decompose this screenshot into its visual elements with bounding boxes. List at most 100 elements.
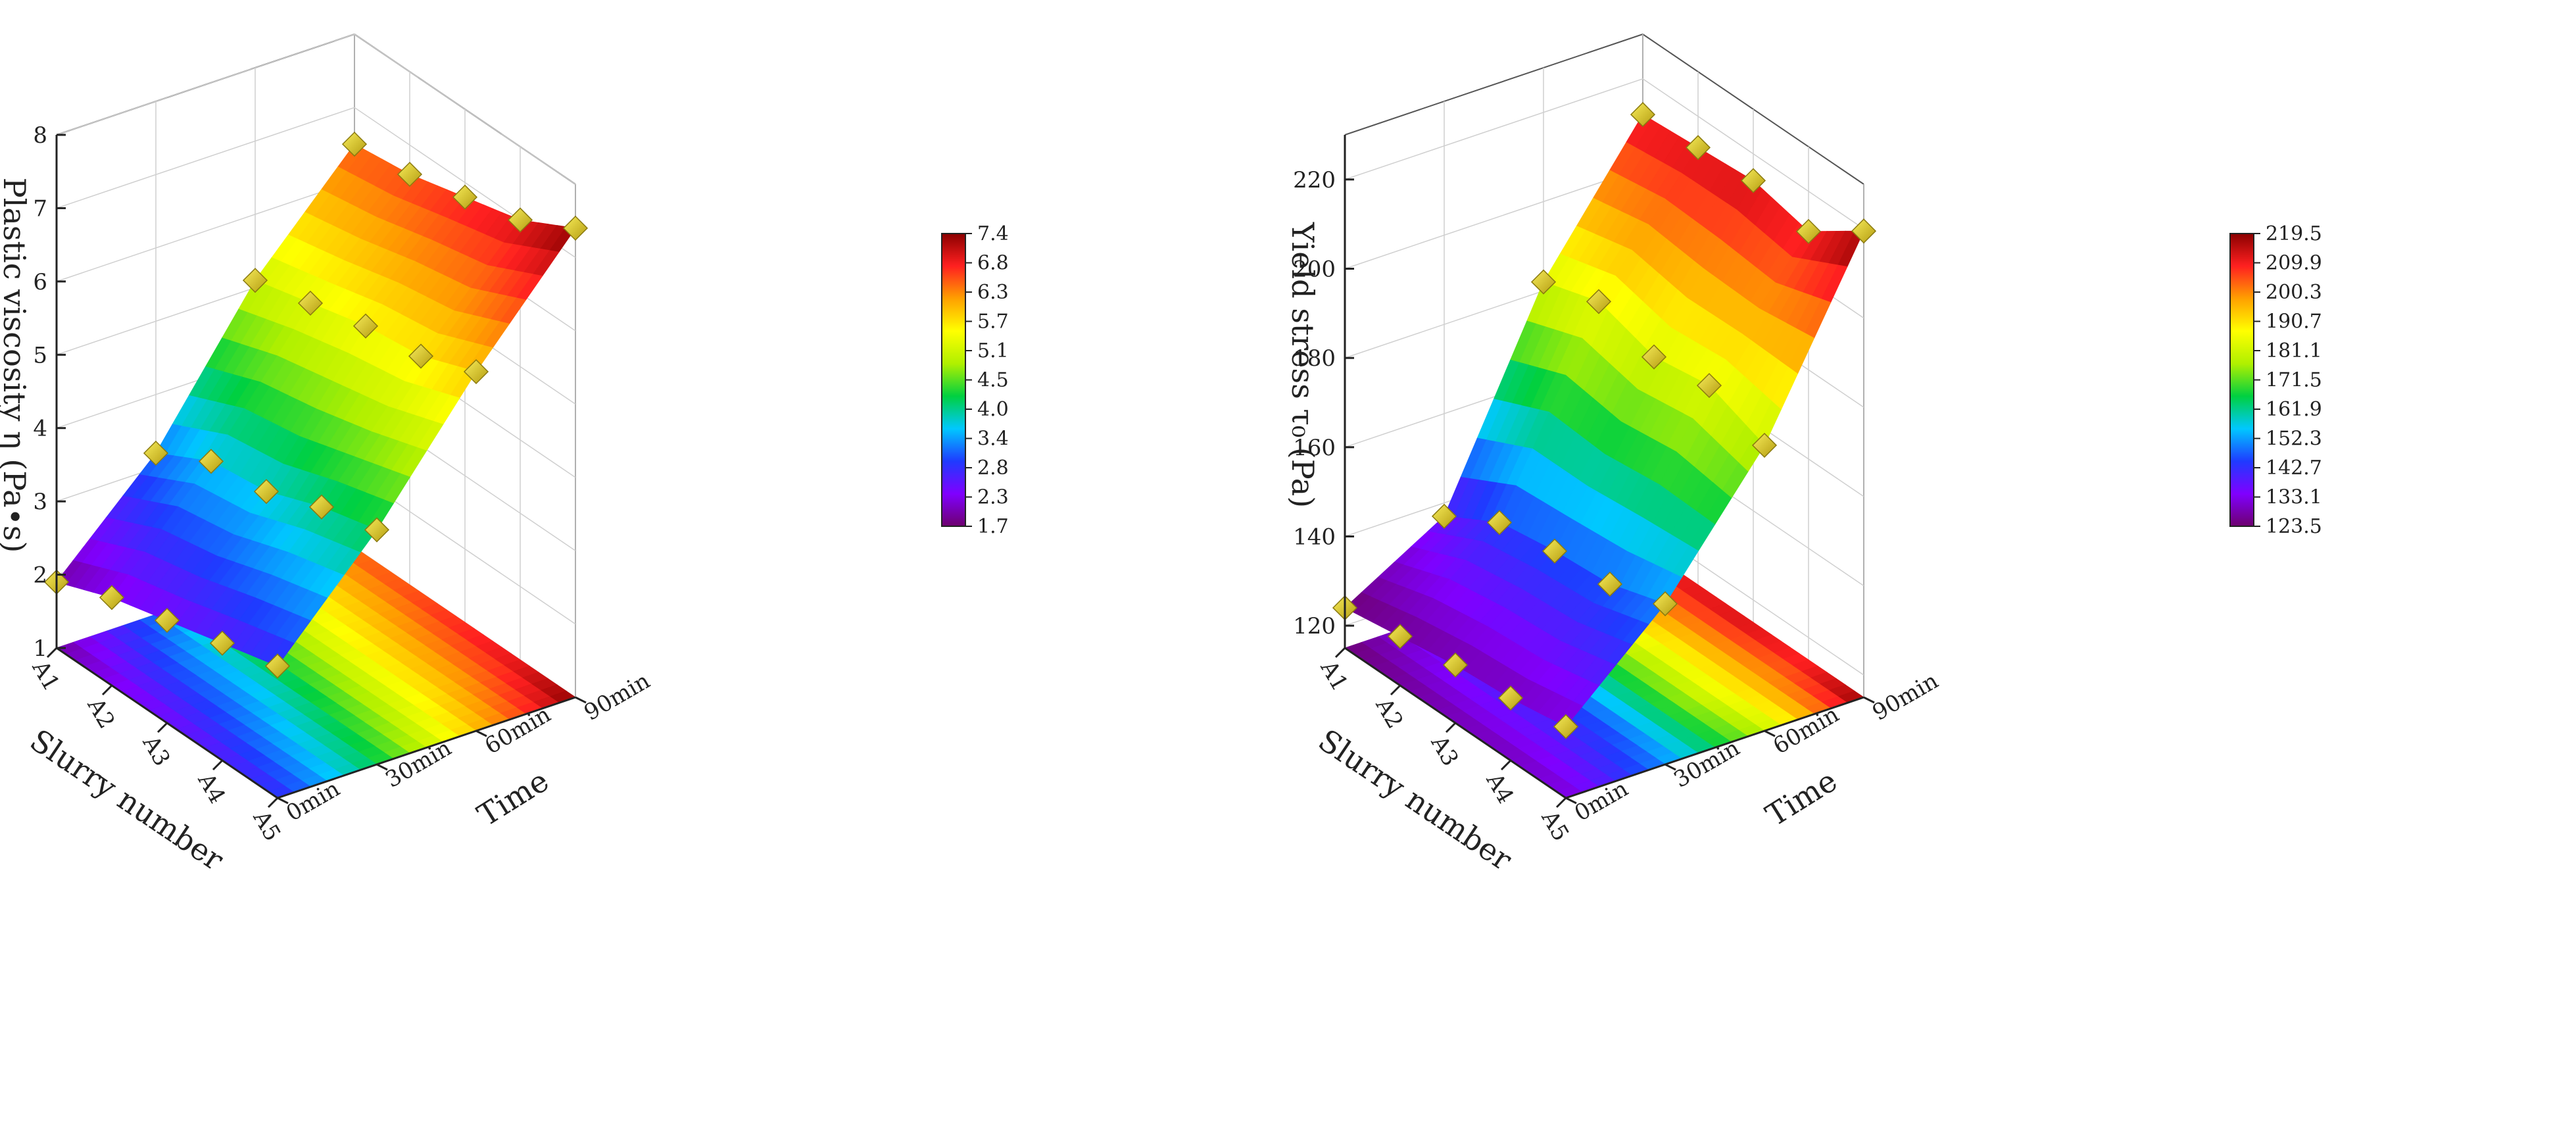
data-point <box>507 207 533 233</box>
colorbar-tick-label: 2.3 <box>977 486 1009 509</box>
y-tick-mark <box>277 797 289 805</box>
data-point <box>1740 168 1766 193</box>
colorbar-tick-label: 1.7 <box>977 515 1009 538</box>
colorbar-tick-label: 161.9 <box>2266 398 2322 421</box>
x-tick-mark <box>46 647 58 659</box>
y-axis-title: Time <box>471 762 554 833</box>
data-markers <box>43 132 589 679</box>
y-tick-label: 90min <box>1868 668 1943 726</box>
colorbar-tick-label: 7.4 <box>977 222 1009 245</box>
data-point <box>1851 218 1877 244</box>
x-tick-label: A5 <box>247 806 285 846</box>
z-tick-label: 120 <box>1293 613 1336 639</box>
data-point <box>253 479 279 505</box>
z-tick-label: 6 <box>33 269 47 295</box>
colorbar-tick-label: 142.7 <box>2266 457 2322 480</box>
z-tick-label: 3 <box>33 489 47 515</box>
data-point <box>1486 510 1513 535</box>
box-edge <box>1344 34 1643 136</box>
colorbar-tick-label: 123.5 <box>2266 515 2322 538</box>
data-point <box>154 607 180 634</box>
z-tick-label: 140 <box>1293 524 1336 550</box>
x-tick-label: A3 <box>137 731 175 771</box>
colorbar-tick-label: 4.0 <box>977 398 1009 421</box>
data-point <box>1751 432 1778 458</box>
data-point <box>452 184 478 210</box>
data-point <box>341 132 368 157</box>
data-point <box>143 440 169 466</box>
colorbar-tick-label: 5.1 <box>977 339 1009 362</box>
y-tick-mark <box>475 730 487 737</box>
yield-stress-chart-panel: 120 140 160 180 200 220 A1 A2 A3 A4 A5 0min 30min 60m… <box>1288 0 2576 1144</box>
yield-stress-chart: 120140160180200220A1A2A3A4A50min30min60m… <box>1288 34 2322 878</box>
y-tick-mark <box>575 696 587 704</box>
x-tick-label: A1 <box>26 656 64 696</box>
surface <box>1344 114 1864 728</box>
colorbar-tick-label: 6.3 <box>977 281 1009 304</box>
surface <box>56 143 576 667</box>
x-tick-mark <box>212 759 224 771</box>
x-tick-mark <box>1334 647 1346 659</box>
data-point <box>308 494 335 520</box>
z-tick-label: 220 <box>1293 167 1336 193</box>
y-tick-mark <box>1863 696 1875 704</box>
data-point <box>1387 624 1413 649</box>
data-point <box>397 161 423 187</box>
data-point <box>297 290 324 316</box>
colorbar-tick-label: 3.4 <box>977 428 1009 451</box>
data-point <box>463 359 489 385</box>
z-tick-label: 2 <box>33 562 47 589</box>
colorbar-tick-label: 200.3 <box>2266 281 2322 304</box>
y-tick-mark <box>1764 730 1776 737</box>
data-point <box>408 343 434 369</box>
data-point <box>1630 102 1656 128</box>
y-tick-label: 90min <box>580 668 655 726</box>
y-tick-mark <box>1665 763 1676 771</box>
z-tick-label: 160 <box>1293 435 1336 461</box>
x-tick-label: A2 <box>82 693 120 734</box>
colorbar-tick-label: 152.3 <box>2266 428 2322 451</box>
z-tick-label: 4 <box>33 416 47 442</box>
colorbar-tick-label: 2.8 <box>977 457 1009 480</box>
y-axis-title: Time <box>1759 762 1843 833</box>
y-tick-mark <box>1565 797 1577 805</box>
colorbar-tick-label: 190.7 <box>2266 311 2322 334</box>
data-point <box>364 517 390 543</box>
data-point <box>1696 372 1722 399</box>
x-tick-label: A4 <box>1480 768 1519 808</box>
colorbar-gradient <box>941 233 966 527</box>
colorbar: 219.5 209.9 200.3 190.7 181.1 171.5 161.9 152.3… <box>2229 222 2322 538</box>
colorbar-tick-label: 219.5 <box>2266 222 2322 245</box>
data-point <box>1542 538 1568 564</box>
z-axis-title: Yield stress τ₀ (Pa) <box>1288 222 1321 508</box>
data-point <box>562 215 589 241</box>
data-point <box>1497 685 1524 711</box>
x-tick-mark <box>1445 722 1457 734</box>
colorbar-tick-label: 4.5 <box>977 369 1009 392</box>
data-point <box>1553 714 1579 739</box>
plastic-viscosity-chart: 12345678A1A2A3A4A50min30min60min90minPla… <box>0 34 1009 878</box>
data-point <box>1530 269 1557 295</box>
data-point <box>198 449 224 474</box>
z-axis-title: Plastic viscosity η (Pa•s) <box>0 178 32 553</box>
data-point <box>352 313 379 339</box>
colorbar-tick-label: 171.5 <box>2266 369 2322 392</box>
data-point <box>1597 571 1623 597</box>
data-point <box>1431 503 1457 529</box>
x-tick-label: A4 <box>192 768 230 808</box>
x-tick-label: A1 <box>1315 656 1353 696</box>
colorbar-tick-label: 5.7 <box>977 311 1009 334</box>
colorbar-tick-label: 181.1 <box>2266 339 2322 362</box>
data-point <box>209 630 235 656</box>
x-tick-mark <box>267 797 279 808</box>
x-tick-mark <box>1555 797 1567 808</box>
plastic-viscosity-chart-panel: 1 2 3 4 5 6 7 8 A1 A2 A3 A4 A5 0min 30min 60min 90min Pla… <box>0 34 1009 878</box>
data-point <box>242 268 268 293</box>
data-point <box>1795 218 1822 244</box>
y-tick-mark <box>376 763 388 771</box>
z-tick-label: 200 <box>1293 256 1336 282</box>
x-tick-label: A2 <box>1370 693 1408 734</box>
data-point <box>1586 289 1612 314</box>
z-tick-label: 8 <box>33 122 47 149</box>
y-axis-line <box>1565 696 1864 799</box>
